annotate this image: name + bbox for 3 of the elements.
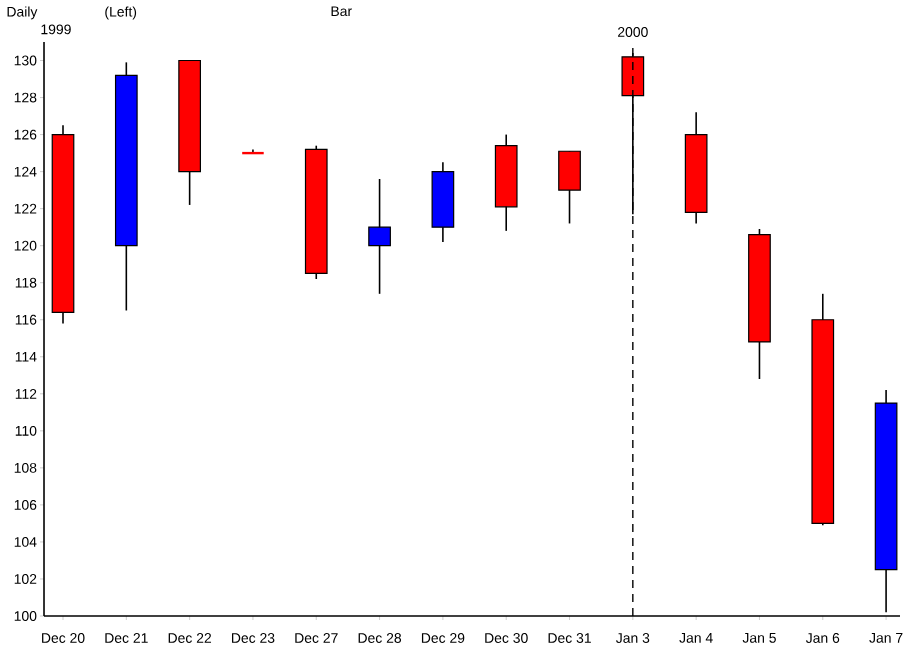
candlestick (240, 148, 265, 155)
candlestick (368, 178, 391, 295)
candlestick (558, 150, 581, 225)
